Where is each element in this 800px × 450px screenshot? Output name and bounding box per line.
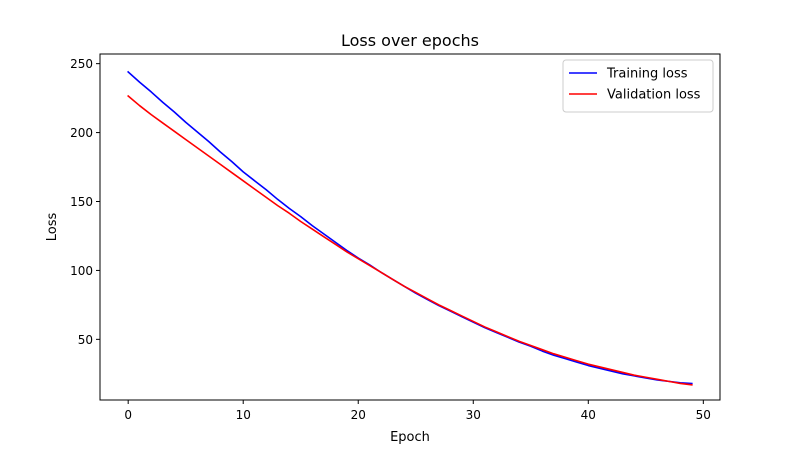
- series-line-validation-loss: [127, 94, 693, 386]
- y-tick-label: 250: [70, 57, 93, 71]
- x-tick-label: 20: [351, 408, 366, 422]
- x-axis-label: Epoch: [390, 430, 430, 445]
- chart-title: Loss over epochs: [341, 31, 479, 50]
- x-tick-label: 50: [696, 408, 711, 422]
- x-tick-label: 40: [581, 408, 596, 422]
- x-axis-ticks: 0 10 20 30 40 50: [124, 400, 711, 422]
- x-tick-label: 0: [124, 408, 132, 422]
- plot-lines: [127, 70, 693, 386]
- legend-label-training-loss: Training loss: [606, 67, 688, 82]
- y-tick-label: 200: [70, 126, 93, 140]
- legend-box: [562, 59, 714, 113]
- y-tick-label: 100: [70, 264, 93, 278]
- y-tick-label: 150: [70, 195, 93, 209]
- x-tick-label: 10: [236, 408, 251, 422]
- plot-area-frame: [99, 53, 721, 401]
- legend: Training loss Validation loss: [562, 59, 714, 113]
- y-axis-ticks: 50 100 150 200 250: [70, 57, 100, 347]
- legend-label-validation-loss: Validation loss: [607, 88, 701, 103]
- y-tick-label: 50: [78, 333, 93, 347]
- y-axis-label: Loss: [45, 213, 60, 242]
- x-tick-label: 30: [466, 408, 481, 422]
